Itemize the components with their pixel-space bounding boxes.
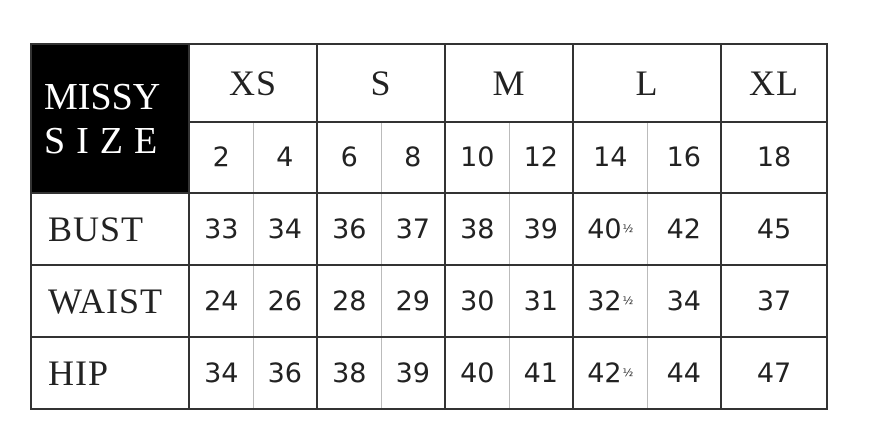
- size-10: 10: [444, 121, 510, 194]
- corner-line1: MISSY: [44, 75, 161, 118]
- measurement-cell: 41: [508, 336, 574, 410]
- size-chart-table: MISSY SIZE XS S M L XL 2 4 6 8 10 12 14 16 18 BU…: [30, 43, 828, 410]
- size-16: 16: [646, 121, 722, 194]
- half-fraction: ½: [622, 293, 634, 307]
- measurement-cell: 28: [316, 264, 382, 338]
- measurement-cell: 40: [444, 336, 510, 410]
- measurement-cell: 24: [188, 264, 254, 338]
- measurement-cell: 34: [646, 264, 722, 338]
- measurement-row-waist: WAIST 24 26 28 29 30 31 32½ 34 37: [30, 264, 828, 338]
- measurement-cell: 45: [720, 192, 828, 266]
- measurement-cell: 32½: [572, 264, 648, 338]
- measurement-cell: 37: [720, 264, 828, 338]
- size-2: 2: [188, 121, 254, 194]
- measurement-cell: 39: [508, 192, 574, 266]
- measurement-cell: 26: [252, 264, 318, 338]
- measurement-cell: 47: [720, 336, 828, 410]
- group-l: L: [572, 43, 722, 123]
- sizes-row: 2 4 6 8 10 12 14 16 18: [31, 121, 828, 194]
- measurement-cell: 33: [188, 192, 254, 266]
- measurement-row-hip: HIP 34 36 38 39 40 41 42½ 44 47: [30, 336, 828, 410]
- measurement-cell: 40½: [572, 192, 648, 266]
- measurement-cell: 34: [252, 192, 318, 266]
- row-label: HIP: [30, 336, 190, 410]
- measurement-cell: 37: [380, 192, 446, 266]
- size-6: 6: [316, 121, 382, 194]
- measurement-cell: 42: [646, 192, 722, 266]
- measurement-cell: 39: [380, 336, 446, 410]
- group-xl: XL: [720, 43, 828, 123]
- size-18: 18: [720, 121, 828, 194]
- size-14: 14: [572, 121, 648, 194]
- measurement-cell: 36: [316, 192, 382, 266]
- measurement-cell: 38: [444, 192, 510, 266]
- measurement-cell: 36: [252, 336, 318, 410]
- measurement-cell: 29: [380, 264, 446, 338]
- measurement-cell: 34: [188, 336, 254, 410]
- measurement-cell: 38: [316, 336, 382, 410]
- measurement-cell: 30: [444, 264, 510, 338]
- group-s: S: [316, 43, 446, 123]
- group-xs: XS: [188, 43, 318, 123]
- measurement-cell: 44: [646, 336, 722, 410]
- row-label: WAIST: [30, 264, 190, 338]
- row-label: BUST: [30, 192, 190, 266]
- corner-line2: SIZE: [44, 119, 169, 162]
- half-fraction: ½: [622, 365, 634, 379]
- group-m: M: [444, 43, 574, 123]
- measurement-cell: 31: [508, 264, 574, 338]
- size-4: 4: [252, 121, 318, 194]
- missy-size-header: MISSY SIZE: [30, 43, 190, 194]
- size-12: 12: [508, 121, 574, 194]
- measurement-cell: 42½: [572, 336, 648, 410]
- size-8: 8: [380, 121, 446, 194]
- half-fraction: ½: [622, 221, 634, 235]
- measurement-row-bust: BUST 33 34 36 37 38 39 40½ 42 45: [30, 192, 828, 266]
